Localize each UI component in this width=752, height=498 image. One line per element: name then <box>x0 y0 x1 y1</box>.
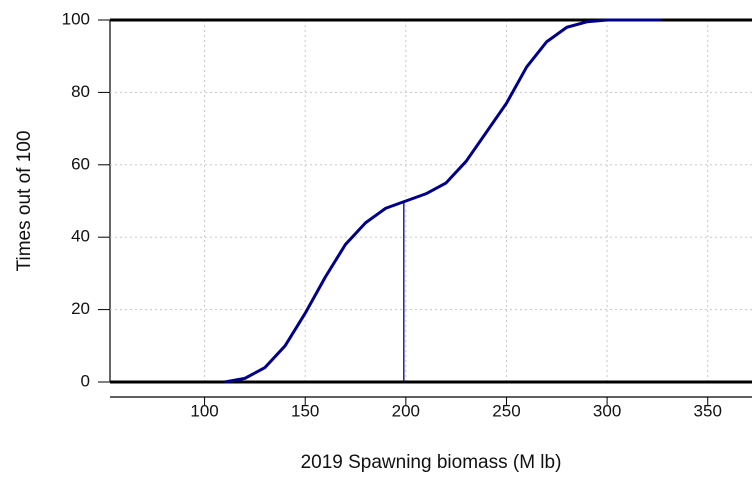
x-tick-label: 100 <box>190 401 218 420</box>
x-tick-label: 300 <box>593 401 621 420</box>
x-tick-label: 200 <box>392 401 420 420</box>
x-tick-label: 150 <box>291 401 319 420</box>
y-tick-label: 60 <box>71 154 90 173</box>
y-tick-label: 0 <box>81 371 90 390</box>
x-tick-label: 350 <box>694 401 722 420</box>
y-tick-label: 20 <box>71 299 90 318</box>
data-line <box>224 18 662 384</box>
y-tick-label: 100 <box>62 9 90 28</box>
x-tick-label: 250 <box>492 401 520 420</box>
y-axis-title: Times out of 100 <box>14 131 35 272</box>
x-axis-title: 2019 Spawning biomass (M lb) <box>301 452 562 473</box>
y-tick-label: 80 <box>71 82 90 101</box>
y-tick-label: 40 <box>71 227 90 246</box>
